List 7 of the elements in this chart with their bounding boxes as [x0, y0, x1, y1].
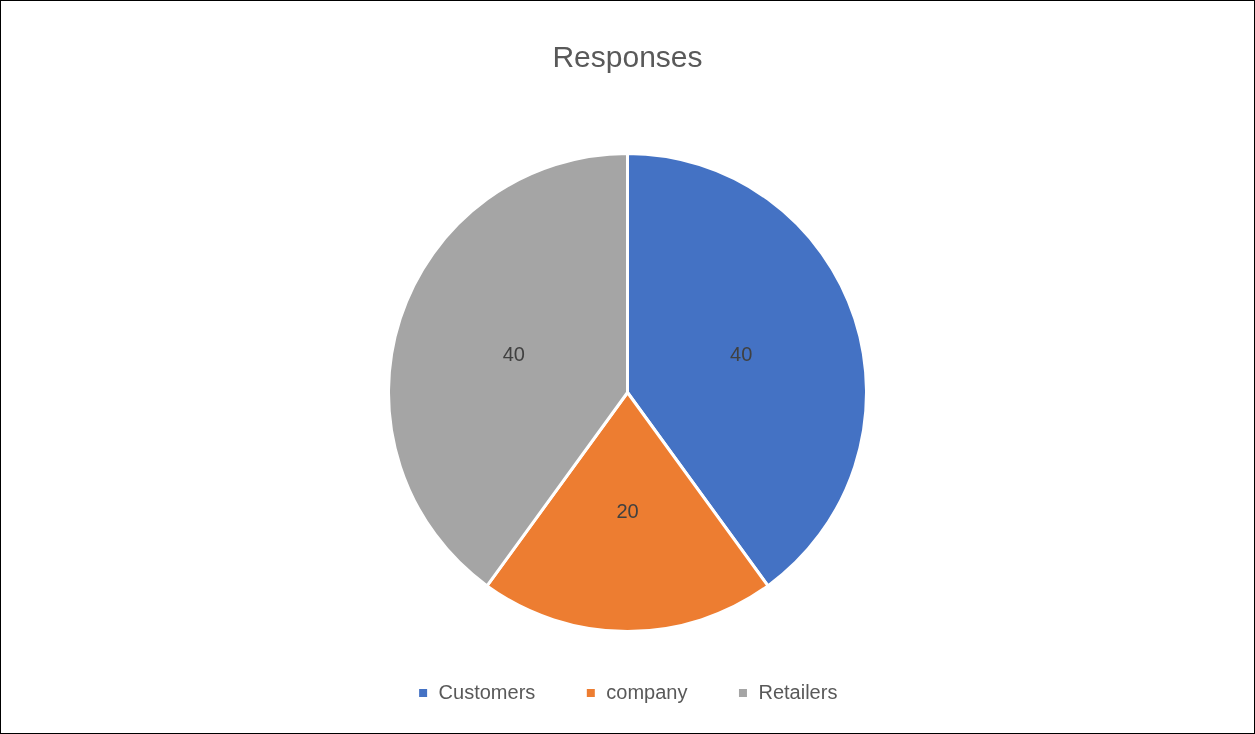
data-label: 40 [730, 343, 753, 366]
data-label: 40 [502, 343, 525, 366]
legend-label: Retailers [758, 680, 838, 703]
legend-label: Customers [438, 680, 536, 703]
legend-label: company [606, 680, 688, 703]
chart-title: Responses [552, 40, 703, 74]
data-label: 20 [616, 499, 639, 522]
